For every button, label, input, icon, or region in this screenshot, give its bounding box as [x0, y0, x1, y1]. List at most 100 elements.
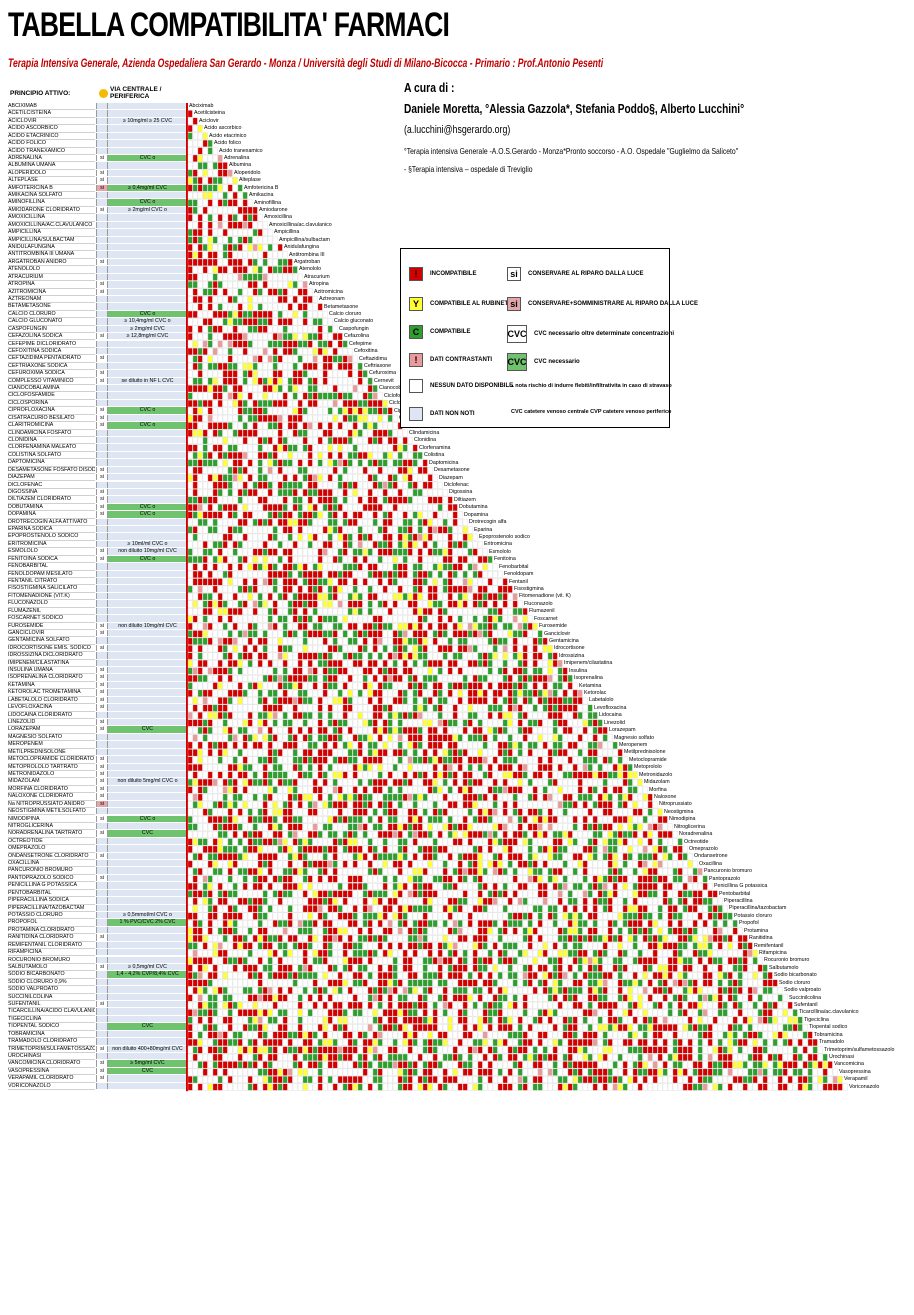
grid-cell	[417, 674, 423, 682]
grid-cell	[377, 712, 383, 720]
grid-cell	[187, 459, 193, 467]
grid-cell	[387, 630, 393, 638]
grid-cell	[212, 221, 218, 229]
grid-cell	[452, 801, 458, 809]
grid-cell	[467, 741, 473, 749]
grid-cell	[262, 726, 268, 734]
grid-cell	[302, 719, 308, 727]
grid-cell	[262, 533, 268, 541]
grid-cell	[462, 712, 468, 720]
grid-cell	[287, 310, 293, 318]
grid-cell	[197, 734, 203, 742]
drug-row: ACIDO ASCORBICO	[8, 125, 187, 133]
grid-cell	[422, 771, 428, 779]
grid-cell	[232, 786, 238, 794]
grid-cell	[227, 258, 233, 266]
grid-cell	[352, 548, 358, 556]
grid-cell	[387, 570, 393, 578]
grid-cell	[267, 489, 273, 497]
grid-cell	[572, 726, 578, 734]
light-cell	[96, 303, 107, 310]
drug-name: Na NITROPRUSSIATO ANIDRO	[8, 801, 95, 809]
light-cell: si	[96, 1067, 107, 1075]
grid-cell	[217, 214, 223, 222]
grid-cell	[197, 682, 203, 690]
grid-cell	[462, 786, 468, 794]
drug-row: LINEZOLID si	[8, 719, 187, 727]
grid-cell	[327, 637, 333, 645]
grid-cell	[402, 726, 408, 734]
grid-cell	[327, 518, 333, 526]
grid-cell	[202, 266, 208, 274]
grid-cell	[512, 778, 518, 786]
grid-cell	[347, 749, 353, 757]
grid-cell	[222, 526, 228, 534]
grid-cell	[307, 355, 313, 363]
grid-cell	[267, 704, 273, 712]
grid-cell	[382, 526, 388, 534]
grid-cell	[552, 712, 558, 720]
drug-row: ACIDO TRANEXAMICO	[8, 147, 187, 155]
grid-cell	[632, 771, 638, 779]
grid-cell	[252, 221, 258, 229]
grid-cell	[267, 712, 273, 720]
route-cell	[107, 466, 187, 474]
grid-cell	[282, 697, 288, 705]
grid-cell	[432, 489, 438, 497]
grid-cell	[307, 682, 313, 690]
grid-cell	[487, 778, 493, 786]
grid-cell	[312, 749, 318, 757]
grid-cell	[282, 608, 288, 616]
grid-cell	[247, 764, 253, 772]
grid-cell	[257, 414, 263, 422]
grid-cell	[242, 236, 248, 244]
light-cell	[96, 451, 107, 459]
grid-cell	[192, 466, 198, 474]
grid-cell	[492, 793, 498, 801]
grid-cell	[417, 637, 423, 645]
grid-cell	[207, 184, 213, 192]
route-cell	[107, 770, 187, 778]
grid-cell	[387, 719, 393, 727]
grid-cell	[302, 504, 308, 512]
grid-cell	[522, 778, 528, 786]
grid-cell	[197, 296, 203, 303]
grid-cell	[187, 593, 193, 601]
grid-cell	[217, 608, 223, 616]
grid-cell	[297, 459, 303, 467]
grid-cell	[357, 652, 363, 660]
grid-cell	[222, 741, 228, 749]
route-cell	[107, 785, 187, 793]
grid-cell	[297, 771, 303, 779]
grid-cell	[287, 615, 293, 623]
light-cell	[96, 236, 107, 243]
grid-cell	[367, 444, 373, 452]
grid-cell	[472, 585, 478, 593]
grid-cell	[262, 749, 268, 757]
drug-name: ACIDO ASCORBICO	[8, 125, 95, 133]
grid-cell	[337, 362, 343, 370]
grid-cell	[212, 258, 218, 266]
grid-cell	[537, 741, 543, 749]
grid-cell	[367, 741, 373, 749]
grid-cell	[517, 793, 523, 801]
grid-cell	[232, 303, 238, 311]
grid-cell	[422, 652, 428, 660]
light-cell	[96, 347, 107, 355]
grid-cell	[197, 414, 203, 422]
grid-cell	[267, 778, 273, 786]
grid-cell	[202, 325, 208, 333]
grid-cell	[527, 726, 533, 734]
grid-cell	[332, 786, 338, 794]
grid-cell	[567, 712, 573, 720]
grid-cell	[267, 370, 273, 378]
grid-cell	[197, 266, 203, 274]
route-cell	[107, 822, 187, 830]
light-cell	[96, 199, 107, 206]
grid-cell	[327, 712, 333, 720]
grid-cell	[362, 504, 368, 512]
grid-cell	[277, 296, 283, 303]
light-cell: si	[96, 830, 107, 837]
grid-cell	[502, 652, 508, 660]
grid-cell	[252, 303, 258, 311]
